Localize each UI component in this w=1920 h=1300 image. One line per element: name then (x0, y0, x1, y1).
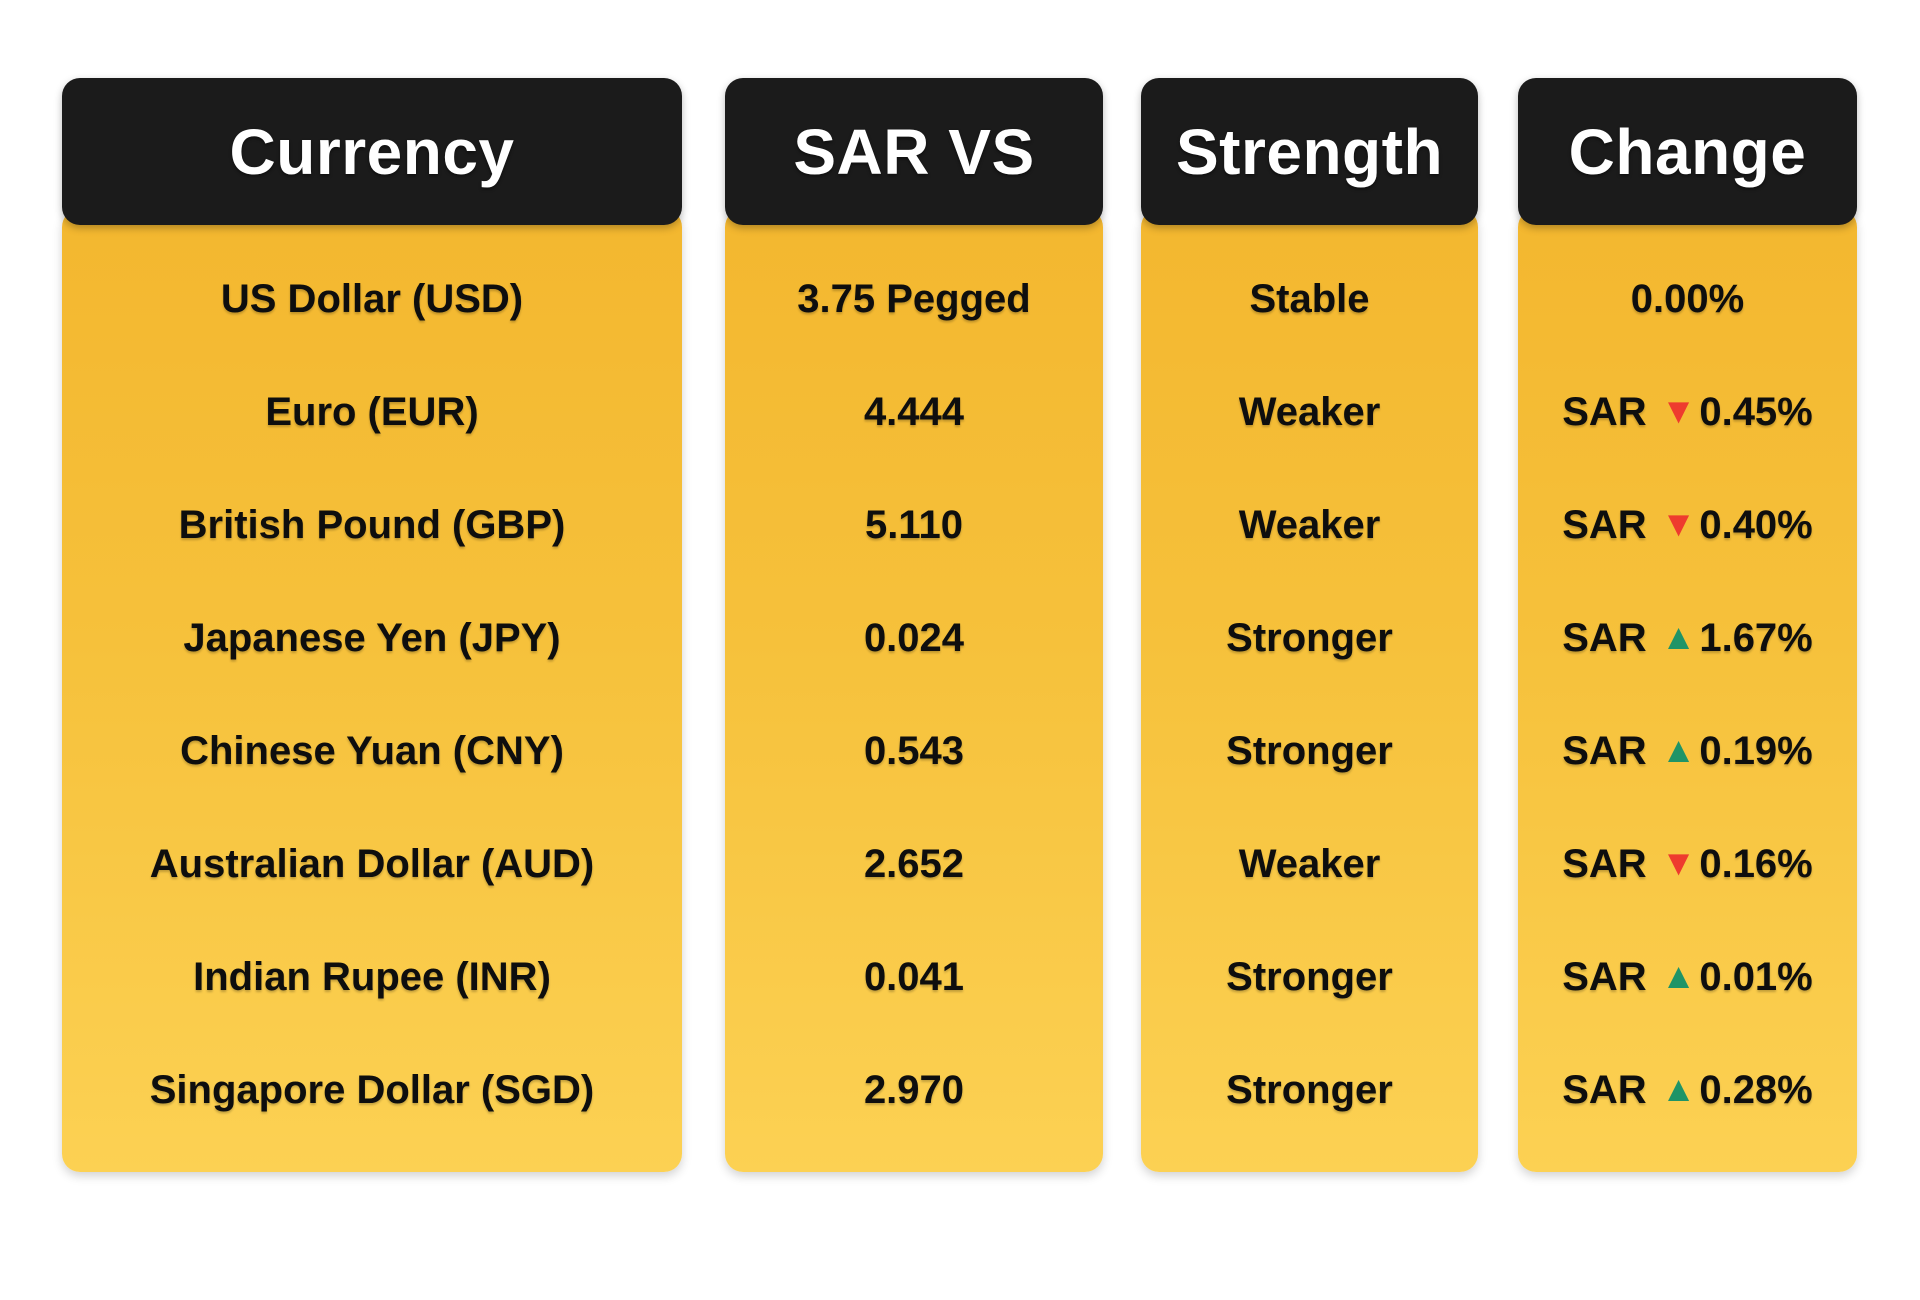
strength-cell: Stronger (1226, 616, 1393, 660)
change-value: 1.67% (1699, 616, 1813, 660)
strength-cell: Weaker (1238, 842, 1381, 886)
down-triangle-icon: ▼ (1660, 841, 1697, 883)
currency-cell: Indian Rupee (INR) (193, 955, 551, 999)
rate-cell: 2.970 (863, 1068, 965, 1112)
change-prefix: SAR (1562, 1068, 1647, 1112)
change-prefix: SAR (1562, 390, 1647, 434)
up-triangle-icon: ▲ (1660, 954, 1697, 996)
change-value: 0.40% (1699, 503, 1813, 547)
strength-cell: Stronger (1226, 729, 1393, 773)
rate-cell: 0.543 (863, 729, 965, 773)
change-value: 0.19% (1699, 729, 1813, 773)
rate-cell: 3.75 Pegged (797, 277, 1031, 321)
change-value: 0.00% (1630, 277, 1745, 321)
down-triangle-icon: ▼ (1660, 502, 1697, 544)
change-prefix: SAR (1562, 842, 1647, 886)
strength-cell: Stronger (1226, 955, 1393, 999)
change-value: 0.45% (1699, 390, 1813, 434)
change-cell: 0.00% (1518, 243, 1857, 356)
change-cell: SAR ▲ 0.01% (1518, 921, 1857, 1034)
column-sar-vs: SAR VS 3.75 Pegged 4.444 5.110 0.024 0.5… (725, 78, 1103, 1172)
change-column-body: 0.00% SAR ▼ 0.45% SAR ▼ 0.40% SAR ▲ 1.67… (1518, 209, 1857, 1172)
change-cell: SAR ▲ 0.19% (1518, 695, 1857, 808)
strength-cell: Stronger (1226, 1068, 1393, 1112)
change-cell: SAR ▲ 1.67% (1518, 582, 1857, 695)
strength-column-body: Stable Weaker Weaker Stronger Stronger W… (1141, 209, 1478, 1172)
change-prefix: SAR (1562, 955, 1647, 999)
column-strength: Strength Stable Weaker Weaker Stronger S… (1141, 78, 1478, 1172)
rate-cell: 4.444 (863, 390, 965, 434)
currency-cell: Australian Dollar (AUD) (149, 842, 595, 886)
sar-vs-column-body: 3.75 Pegged 4.444 5.110 0.024 0.543 2.65… (725, 209, 1103, 1172)
currency-comparison-table: Currency US Dollar (USD) Euro (EUR) Brit… (62, 78, 1857, 1172)
change-cell: SAR ▼ 0.45% (1518, 356, 1857, 469)
up-triangle-icon: ▲ (1660, 1067, 1697, 1109)
strength-column-header: Strength (1141, 78, 1478, 225)
down-triangle-icon: ▼ (1660, 389, 1697, 431)
sar-vs-column-header: SAR VS (725, 78, 1103, 225)
change-cell: SAR ▼ 0.40% (1518, 469, 1857, 582)
change-value: 0.16% (1699, 842, 1813, 886)
strength-cell: Weaker (1238, 503, 1381, 547)
change-prefix: SAR (1562, 503, 1647, 547)
currency-column-body: US Dollar (USD) Euro (EUR) British Pound… (62, 209, 682, 1172)
rate-cell: 0.041 (863, 955, 965, 999)
up-triangle-icon: ▲ (1660, 615, 1697, 657)
currency-column-header: Currency (62, 78, 682, 225)
rate-cell: 0.024 (863, 616, 965, 660)
strength-header-label: Strength (1175, 115, 1444, 188)
column-currency: Currency US Dollar (USD) Euro (EUR) Brit… (62, 78, 682, 1172)
column-change: Change 0.00% SAR ▼ 0.45% SAR ▼ 0.40% SAR… (1518, 78, 1857, 1172)
up-triangle-icon: ▲ (1660, 728, 1697, 770)
currency-cell: US Dollar (USD) (220, 277, 524, 321)
rate-cell: 2.652 (863, 842, 965, 886)
currency-cell: Euro (EUR) (265, 390, 479, 434)
currency-cell: Japanese Yen (JPY) (183, 616, 561, 660)
change-cell: SAR ▼ 0.16% (1518, 808, 1857, 921)
change-value: 0.28% (1699, 1068, 1813, 1112)
rate-cell: 5.110 (865, 503, 963, 547)
currency-cell: British Pound (GBP) (178, 503, 566, 547)
change-header-label: Change (1568, 115, 1807, 188)
change-cell: SAR ▲ 0.28% (1518, 1034, 1857, 1147)
currency-cell: Singapore Dollar (SGD) (149, 1068, 595, 1112)
currency-header-label: Currency (229, 115, 515, 188)
change-value: 0.01% (1699, 955, 1813, 999)
strength-cell: Weaker (1238, 390, 1381, 434)
change-prefix: SAR (1562, 729, 1647, 773)
change-column-header: Change (1518, 78, 1857, 225)
strength-cell: Stable (1249, 277, 1370, 321)
change-prefix: SAR (1562, 616, 1647, 660)
sar-vs-header-label: SAR VS (793, 115, 1035, 188)
currency-cell: Chinese Yuan (CNY) (180, 729, 564, 773)
